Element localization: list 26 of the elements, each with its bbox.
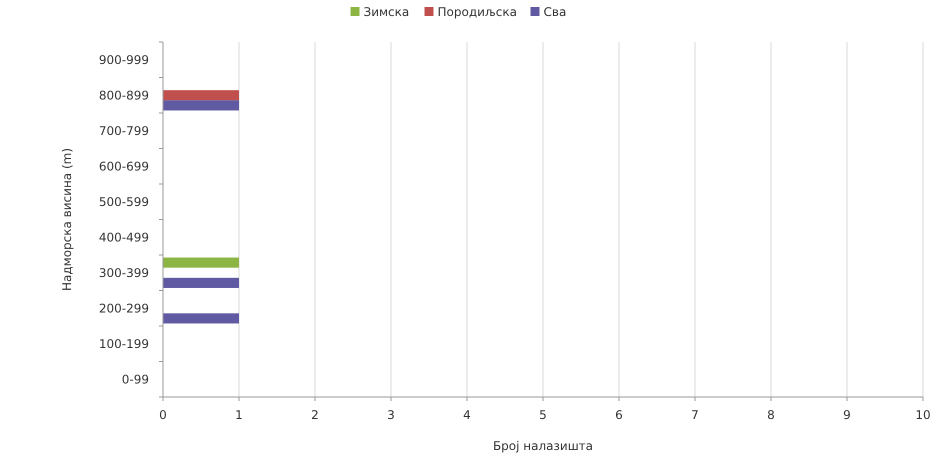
x-tick-label: 6 — [615, 408, 623, 422]
y-tick-label: 200-299 — [98, 301, 149, 316]
x-tick-label: 9 — [843, 408, 851, 422]
y-tick-label: 100-199 — [98, 336, 149, 351]
y-axis-title: Надморска висина (m) — [60, 148, 74, 292]
legend-label: Породиљска — [438, 5, 517, 19]
legend-label: Зимска — [364, 5, 410, 19]
y-tick-label: 500-599 — [98, 194, 149, 209]
x-axis-title: Број налазишта — [492, 439, 594, 453]
x-tick-label: 8 — [767, 408, 775, 422]
y-tick-label: 900-999 — [98, 52, 149, 67]
x-tick-label: 4 — [463, 408, 471, 422]
x-tick-label: 10 — [915, 408, 931, 422]
x-tick-label: 1 — [235, 408, 243, 422]
y-tick-label: 400-499 — [98, 230, 149, 244]
y-tick-label: 300-399 — [98, 266, 149, 280]
y-tick-label: 0-99 — [122, 372, 149, 386]
legend-label: Сва — [544, 5, 566, 19]
x-tick-label: 3 — [387, 408, 395, 422]
x-tick-label: 0 — [159, 408, 167, 422]
y-tick-label: 600-699 — [98, 159, 149, 174]
x-tick-label: 5 — [539, 408, 547, 422]
x-tick-label: 7 — [691, 408, 699, 422]
y-tick-label: 800-899 — [98, 88, 149, 102]
y-tick-label: 700-799 — [98, 124, 149, 138]
x-tick-label: 2 — [311, 408, 319, 422]
